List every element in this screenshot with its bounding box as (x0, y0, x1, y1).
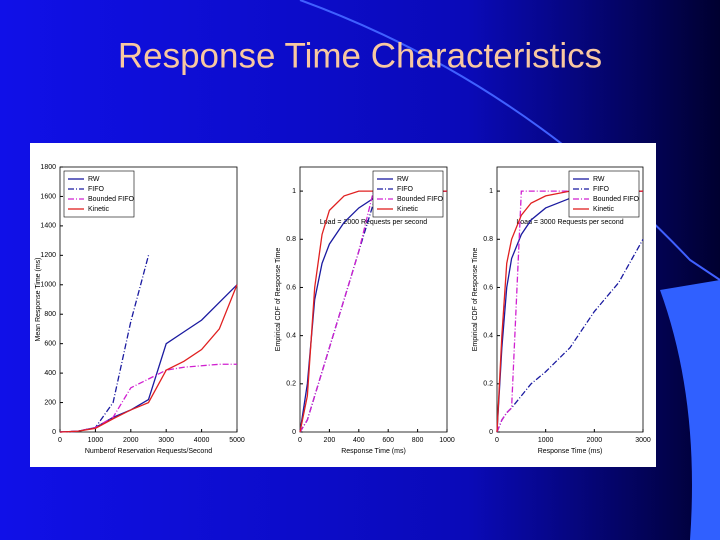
x-tick-label: 600 (382, 437, 394, 444)
slide-title: Response Time Characteristics (118, 36, 602, 75)
x-tick-label: 0 (495, 437, 499, 444)
legend-label: RW (593, 176, 605, 183)
y-tick-label: 1800 (40, 164, 56, 171)
legend-label: RW (88, 176, 100, 183)
legend-label: FIFO (397, 186, 413, 193)
y-tick-label: 1 (489, 188, 493, 195)
y-tick-label: 800 (44, 311, 56, 318)
y-tick-label: 200 (44, 399, 56, 406)
y-tick-label: 1000 (40, 282, 56, 289)
y-tick-label: 0 (292, 429, 296, 436)
x-axis-label: Response Time (ms) (341, 448, 406, 455)
annotation: Load = 3000 Requests per second (516, 219, 623, 226)
y-axis-label: Empirical CDF of Response Time (472, 248, 479, 352)
legend-label: FIFO (88, 186, 104, 193)
series-line (59, 363, 237, 433)
y-tick-label: 0.4 (483, 332, 493, 339)
x-tick-label: 3000 (158, 437, 174, 444)
plot-area (496, 166, 644, 433)
series-line (496, 190, 643, 433)
y-tick-label: 600 (44, 341, 56, 348)
legend-label: Kinetic (593, 206, 615, 213)
y-tick-label: 0.2 (483, 381, 493, 388)
y-tick-label: 0.8 (483, 236, 493, 243)
y-tick-label: 0.6 (286, 284, 296, 291)
y-tick-label: 0.8 (286, 236, 296, 243)
x-axis-label: Response Time (ms) (538, 448, 603, 455)
series-line (59, 284, 238, 433)
plot-area (59, 166, 238, 433)
y-tick-label: 1200 (40, 252, 56, 259)
legend-label: Bounded FIFO (88, 196, 134, 203)
y-axis-label: Empirical CDF of Response Time (275, 248, 282, 352)
y-tick-label: 1 (292, 188, 296, 195)
x-tick-label: 1000 (538, 437, 554, 444)
x-tick-label: 1000 (439, 437, 455, 444)
x-tick-label: 0 (58, 437, 62, 444)
y-tick-label: 0 (52, 429, 56, 436)
x-tick-label: 4000 (194, 437, 210, 444)
x-axis-label: Numberof Reservation Requests/Second (85, 448, 212, 455)
x-tick-label: 400 (353, 437, 365, 444)
annotation: Load = 2000 Requests per second (320, 219, 427, 226)
x-tick-label: 800 (412, 437, 424, 444)
decor-shape (660, 280, 720, 540)
y-tick-label: 1400 (40, 223, 56, 230)
y-tick-label: 1600 (40, 193, 56, 200)
x-tick-label: 3000 (635, 437, 651, 444)
y-tick-label: 0.2 (286, 381, 296, 388)
x-tick-label: 200 (324, 437, 336, 444)
x-tick-label: 5000 (229, 437, 245, 444)
series-line (496, 238, 644, 433)
x-tick-label: 0 (298, 437, 302, 444)
decor-curve (299, 0, 720, 281)
legend-label: Bounded FIFO (397, 196, 443, 203)
plot-area (299, 166, 448, 433)
x-tick-label: 2000 (587, 437, 603, 444)
legend-label: Kinetic (88, 206, 110, 213)
y-tick-label: 0 (489, 429, 493, 436)
legend-label: Bounded FIFO (593, 196, 639, 203)
y-tick-label: 400 (44, 370, 56, 377)
y-tick-label: 0.4 (286, 332, 296, 339)
legend-label: FIFO (593, 186, 609, 193)
y-tick-label: 0.6 (483, 284, 493, 291)
y-axis-label: Mean Response Time (ms) (35, 257, 42, 341)
legend-label: Kinetic (397, 206, 419, 213)
legend-label: RW (397, 176, 409, 183)
x-tick-label: 2000 (123, 437, 139, 444)
x-tick-label: 1000 (88, 437, 104, 444)
